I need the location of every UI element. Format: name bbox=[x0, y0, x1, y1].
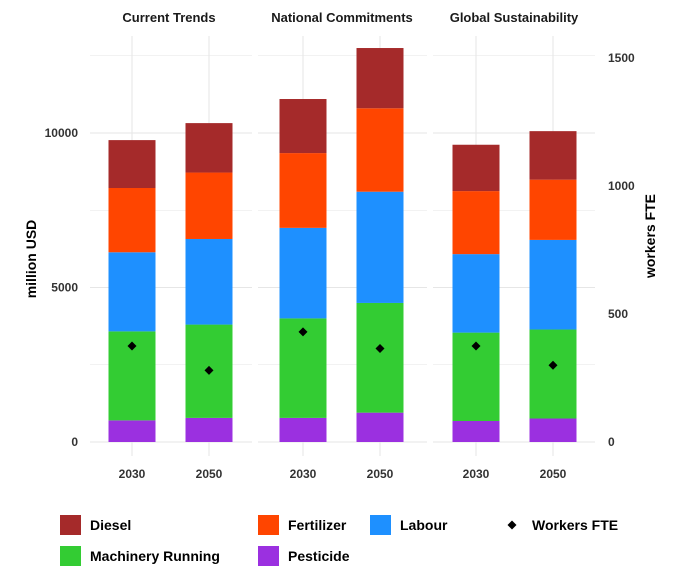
facet-title: Global Sustainability bbox=[450, 10, 579, 25]
bar-segment-fertilizer bbox=[529, 179, 577, 240]
x-tick-label: 2030 bbox=[119, 467, 146, 481]
workers-fte-point bbox=[375, 344, 385, 354]
bar-segment-pesticide bbox=[529, 418, 577, 442]
grid-lines bbox=[90, 36, 595, 456]
panel-gap bbox=[427, 36, 433, 456]
legend-item-fertilizer: Fertilizer bbox=[258, 515, 347, 535]
legend-label: Workers FTE bbox=[532, 517, 618, 533]
x-tick-label: 2050 bbox=[540, 467, 567, 481]
bar-segment-fertilizer bbox=[452, 191, 500, 255]
bar-segment-diesel bbox=[108, 140, 156, 189]
y-left-tick-label: 0 bbox=[71, 435, 78, 449]
bar-segment-fertilizer bbox=[356, 108, 404, 192]
workers-fte-point bbox=[471, 341, 481, 351]
legend-label: Machinery Running bbox=[90, 548, 220, 564]
workers-fte-point bbox=[548, 360, 558, 370]
bar-segment-fertilizer bbox=[108, 188, 156, 253]
x-tick-label: 2030 bbox=[463, 467, 490, 481]
workers-fte-point bbox=[127, 341, 137, 351]
legend-swatch bbox=[60, 515, 81, 535]
x-axis-ticks: 2030 2050 2030 2050 2030 2050 bbox=[119, 467, 567, 481]
bar-segment-diesel bbox=[452, 144, 500, 192]
legend-swatch bbox=[258, 546, 279, 566]
bar-segment-labour bbox=[185, 238, 233, 325]
legend-label: Pesticide bbox=[288, 548, 350, 564]
bar-segment-diesel bbox=[356, 48, 404, 109]
bar-segment-labour bbox=[356, 191, 404, 303]
workers-fte-points bbox=[127, 327, 558, 375]
y-right-tick-label: 1500 bbox=[608, 51, 635, 65]
bar-segment-labour bbox=[529, 239, 577, 330]
bar-segment-pesticide bbox=[185, 417, 233, 442]
workers-fte-point bbox=[298, 327, 308, 337]
bars bbox=[108, 48, 577, 442]
facet-titles: Current Trends National Commitments Global… bbox=[122, 10, 579, 25]
y-right-tick-label: 0 bbox=[608, 435, 615, 449]
y-left-tick-label: 10000 bbox=[45, 126, 79, 140]
panel-dividers bbox=[252, 36, 433, 456]
legend-label: Diesel bbox=[90, 517, 131, 533]
bar-segment-diesel bbox=[185, 123, 233, 173]
legend-label: Fertilizer bbox=[288, 517, 347, 533]
y-left-axis-title: million USD bbox=[23, 220, 39, 299]
bar-segment-labour bbox=[279, 227, 327, 319]
legend-item-pesticide: Pesticide bbox=[258, 546, 350, 566]
bar-segment-pesticide bbox=[108, 420, 156, 442]
bar-segment-labour bbox=[452, 254, 500, 333]
bar-segment-diesel bbox=[529, 131, 577, 180]
bar-segment-pesticide bbox=[452, 420, 500, 442]
bar-segment-labour bbox=[108, 252, 156, 332]
bar-segment-fertilizer bbox=[279, 153, 327, 228]
x-tick-label: 2050 bbox=[196, 467, 223, 481]
y-right-tick-label: 1000 bbox=[608, 179, 635, 193]
y-right-axis-ticks: 0 500 1000 1500 bbox=[608, 51, 635, 449]
bar-segment-pesticide bbox=[356, 412, 404, 442]
facet-title: Current Trends bbox=[122, 10, 215, 25]
bar-segment-fertilizer bbox=[185, 172, 233, 239]
legend-item-diesel: Diesel bbox=[60, 515, 131, 535]
y-right-tick-label: 500 bbox=[608, 307, 628, 321]
panel-gap bbox=[252, 36, 258, 456]
legend-swatch bbox=[258, 515, 279, 535]
legend-label: Labour bbox=[400, 517, 448, 533]
y-left-tick-label: 5000 bbox=[51, 281, 78, 295]
bar-segment-diesel bbox=[279, 99, 327, 154]
legend-swatch bbox=[507, 520, 517, 530]
legend-item-labour: Labour bbox=[370, 515, 448, 535]
facet-title: National Commitments bbox=[271, 10, 413, 25]
x-tick-label: 2030 bbox=[290, 467, 317, 481]
bar-segment-machinery-running bbox=[529, 329, 577, 419]
bar-segment-machinery-running bbox=[356, 302, 404, 413]
legend-item-machinery-running: Machinery Running bbox=[60, 546, 220, 566]
bar-segment-pesticide bbox=[279, 417, 327, 442]
y-right-axis-title: workers FTE bbox=[642, 194, 658, 279]
workers-fte-point bbox=[204, 365, 214, 375]
legend-item-workers-fte: Workers FTE bbox=[507, 517, 618, 533]
x-tick-label: 2050 bbox=[367, 467, 394, 481]
y-left-axis-ticks: 0 5000 10000 bbox=[45, 126, 79, 449]
legend-swatch bbox=[60, 546, 81, 566]
legend-swatch bbox=[370, 515, 391, 535]
legend: Diesel Fertilizer Labour Workers FTE Machine… bbox=[60, 515, 618, 566]
